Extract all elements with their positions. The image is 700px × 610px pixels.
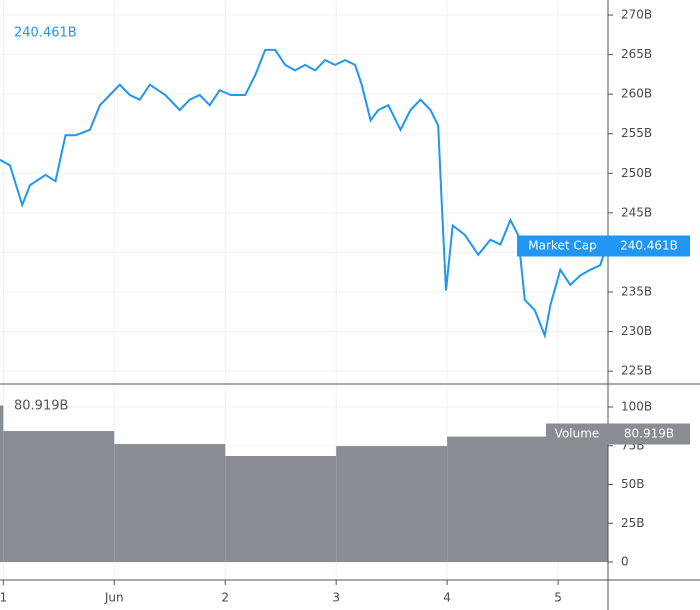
y-tick-label: 0 (621, 555, 629, 569)
volume-bar (225, 455, 337, 563)
x-tick-label: 3 (332, 591, 340, 605)
y-tick-label: 235B (621, 284, 652, 298)
y-tick-label: 245B (621, 205, 652, 219)
volume-bar (114, 444, 226, 563)
legend-value: 80.919B (14, 399, 68, 414)
series-name-badge (546, 423, 608, 445)
value-badge (608, 235, 690, 257)
x-tick-label: 5 (554, 591, 562, 605)
x-tick-label: 1 (0, 591, 7, 605)
y-tick-label: 225B (621, 364, 652, 378)
y-tick-label: 270B (621, 8, 652, 22)
value-badge (608, 423, 690, 445)
x-tick-label: Jun (104, 591, 124, 605)
legend-value: 240.461B (14, 26, 77, 41)
y-tick-label: 255B (621, 126, 652, 140)
volume-bar (336, 446, 448, 563)
y-tick-label: 260B (621, 87, 652, 101)
y-tick-label: 100B (621, 400, 652, 414)
value-badge-label: 240.461B (620, 239, 678, 253)
y-tick-label: 265B (621, 47, 652, 61)
y-tick-label: 250B (621, 166, 652, 180)
series-name-badge (517, 235, 608, 257)
volume-bar (3, 431, 115, 563)
price-line (0, 48, 607, 340)
volume-bar (0, 405, 4, 563)
series-name: Market Cap (528, 239, 596, 253)
y-tick-label: 50B (621, 477, 645, 491)
x-tick-label: 2 (221, 591, 229, 605)
y-tick-label: 230B (621, 324, 652, 338)
y-tick-label: 25B (621, 516, 645, 530)
volume-bar (447, 436, 608, 563)
value-badge-label: 80.919B (624, 427, 674, 441)
series-name: Volume (555, 427, 600, 441)
x-tick-label: 4 (443, 591, 451, 605)
